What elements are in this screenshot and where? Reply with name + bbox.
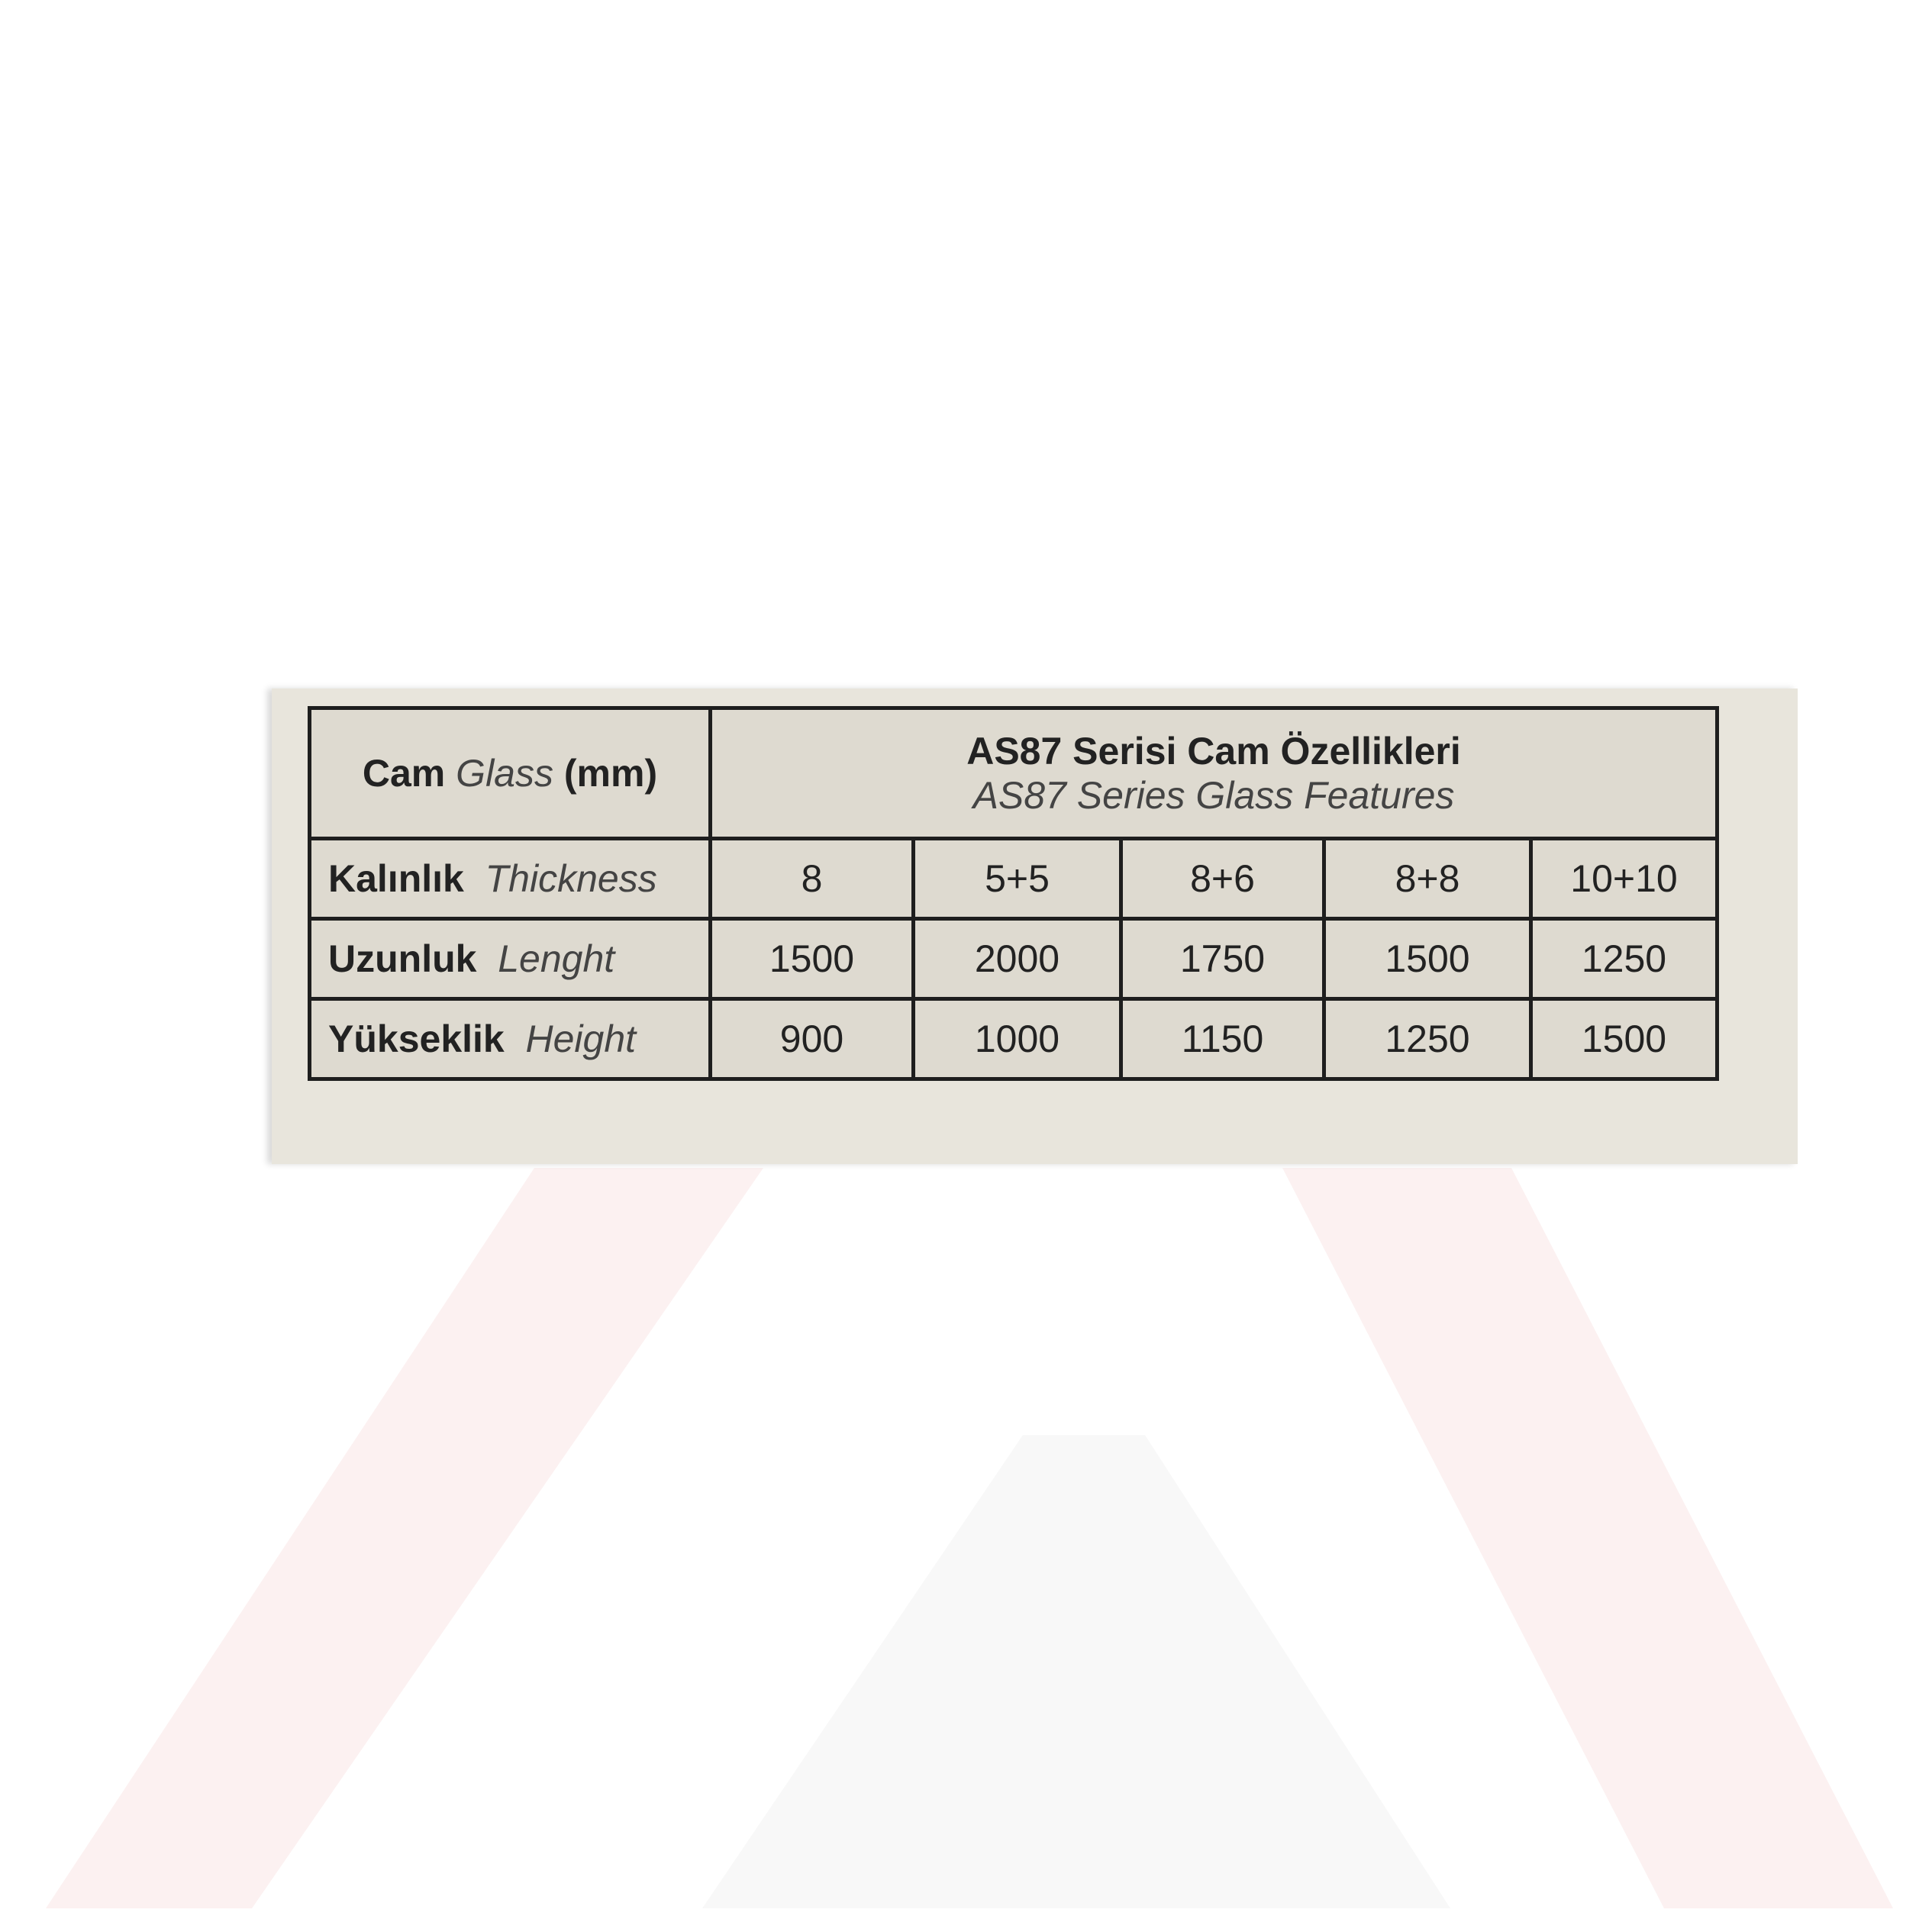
cell: 10+10 — [1529, 837, 1719, 921]
cell: 8+8 — [1322, 837, 1533, 921]
row-label: Uzunluk Lenght — [308, 917, 712, 1001]
table-row: Kalınlık Thickness 8 5+5 8+6 8+8 10+10 — [308, 837, 1719, 921]
label-tr: Uzunluk — [328, 937, 477, 980]
label-en: Glass — [456, 752, 553, 795]
table-header-row: Cam Glass (mm) AS87 Serisi Cam Özellikle… — [308, 706, 1719, 840]
row-label: Kalınlık Thickness — [308, 837, 712, 921]
label-tr: Yükseklik — [328, 1018, 505, 1060]
cell: 8+6 — [1119, 837, 1326, 921]
header-label-cell: Cam Glass (mm) — [308, 706, 712, 840]
label-en: Thickness — [485, 857, 657, 900]
cell: 1000 — [911, 997, 1123, 1081]
label-en: Lenght — [498, 937, 615, 980]
cell: 1250 — [1529, 917, 1719, 1001]
label-tr: Cam — [362, 752, 446, 795]
table-row: Uzunluk Lenght 1500 2000 1750 1500 1250 — [308, 917, 1719, 1001]
cell: 900 — [708, 997, 915, 1081]
cell: 5+5 — [911, 837, 1123, 921]
title-en: AS87 Series Glass Features — [972, 774, 1455, 817]
unit: (mm) — [563, 752, 658, 795]
cell: 1750 — [1119, 917, 1326, 1001]
cell: 2000 — [911, 917, 1123, 1001]
row-label: Yükseklik Height — [308, 997, 712, 1081]
cell: 8 — [708, 837, 915, 921]
table-row: Yükseklik Height 900 1000 1150 1250 1500 — [308, 997, 1719, 1081]
header-title-cell: AS87 Serisi Cam Özellikleri AS87 Series … — [708, 706, 1719, 840]
cell: 1150 — [1119, 997, 1326, 1081]
cell: 1500 — [708, 917, 915, 1001]
label-en: Height — [525, 1018, 637, 1060]
cell: 1500 — [1529, 997, 1719, 1081]
label-tr: Kalınlık — [328, 857, 464, 900]
title-tr: AS87 Serisi Cam Özellikleri — [966, 730, 1461, 772]
cell: 1250 — [1322, 997, 1533, 1081]
cell: 1500 — [1322, 917, 1533, 1001]
glass-spec-table: Cam Glass (mm) AS87 Serisi Cam Özellikle… — [308, 706, 1719, 1081]
